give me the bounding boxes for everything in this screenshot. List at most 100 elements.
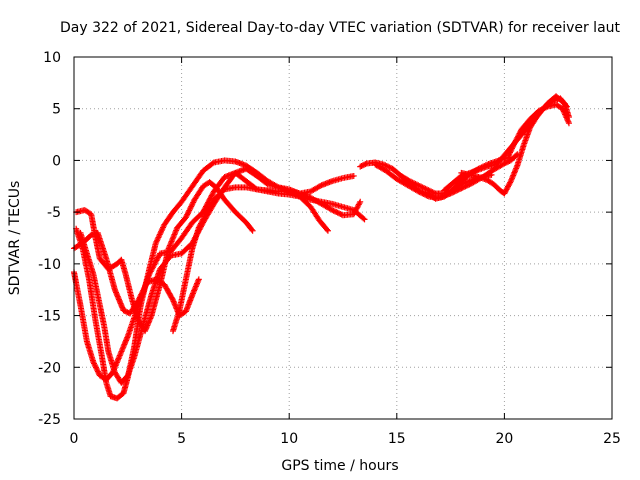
data-point xyxy=(142,283,149,290)
data-point xyxy=(188,202,195,209)
data-marks xyxy=(71,93,572,402)
data-point xyxy=(288,189,295,196)
data-point xyxy=(186,207,193,214)
x-tick-label: 0 xyxy=(70,431,79,447)
data-point xyxy=(136,295,143,302)
x-tick-label: 25 xyxy=(603,431,621,447)
data-point xyxy=(357,198,364,205)
data-point xyxy=(92,363,99,370)
data-point xyxy=(91,360,98,367)
y-tick-label: 0 xyxy=(52,153,61,169)
series-arc-f xyxy=(169,184,331,335)
data-point xyxy=(184,210,191,217)
data-point xyxy=(138,290,145,297)
data-point xyxy=(330,207,337,214)
data-point xyxy=(508,146,515,153)
data-point xyxy=(186,206,193,213)
series-arc-i xyxy=(398,171,495,202)
chart-title: Day 322 of 2021, Sidereal Day-to-day VTE… xyxy=(60,20,621,36)
data-point xyxy=(184,211,191,218)
data-point xyxy=(93,365,100,372)
data-point xyxy=(140,286,147,293)
data-point xyxy=(248,226,255,233)
data-point xyxy=(500,161,507,168)
y-tick-label: -10 xyxy=(38,257,61,273)
data-point xyxy=(286,188,293,195)
data-point xyxy=(350,172,357,179)
data-point xyxy=(188,203,195,210)
data-point xyxy=(362,161,369,168)
data-point xyxy=(209,160,216,167)
data-point xyxy=(505,152,512,159)
data-point xyxy=(506,150,513,157)
data-point xyxy=(290,190,297,197)
series-arc-l xyxy=(505,101,572,159)
y-axis-label: SDTVAR / TECUs xyxy=(7,181,23,296)
data-point xyxy=(333,209,340,216)
data-point xyxy=(323,226,330,233)
x-tick-label: 15 xyxy=(388,431,406,447)
data-point xyxy=(356,200,363,207)
data-point xyxy=(139,288,146,295)
data-point xyxy=(565,120,572,127)
data-point xyxy=(94,367,101,374)
data-point xyxy=(138,291,145,298)
data-point xyxy=(90,359,97,366)
y-tick-labels: -25 -20 -15 -10 -5 0 5 10 xyxy=(38,50,61,428)
data-point xyxy=(190,199,197,206)
y-tick-label: -25 xyxy=(38,412,61,428)
series-arc-c xyxy=(73,157,364,402)
data-point xyxy=(562,102,569,109)
data-point xyxy=(92,364,99,371)
y-tick-label: -20 xyxy=(38,360,61,376)
data-point xyxy=(508,145,515,152)
data-point xyxy=(507,148,514,155)
data-point xyxy=(137,293,144,299)
data-point xyxy=(291,191,298,198)
data-point xyxy=(292,191,299,198)
data-point xyxy=(249,227,256,234)
data-point xyxy=(95,369,102,376)
data-point xyxy=(317,183,324,190)
y-tick-label: -15 xyxy=(38,309,61,325)
x-tick-label: 10 xyxy=(280,431,298,447)
data-point xyxy=(334,209,341,216)
axis-ticks xyxy=(73,56,613,420)
data-point xyxy=(331,208,338,215)
data-point xyxy=(169,295,176,302)
data-point xyxy=(324,227,331,234)
data-point xyxy=(337,210,344,217)
data-point xyxy=(91,361,98,368)
data-point xyxy=(507,179,514,186)
data-point xyxy=(294,192,301,199)
data-point xyxy=(510,141,517,148)
data-point xyxy=(506,149,513,156)
data-point xyxy=(140,287,147,294)
data-point xyxy=(94,368,101,375)
grid-lines xyxy=(74,57,612,419)
data-point xyxy=(183,212,190,219)
data-point xyxy=(329,207,336,214)
data-point xyxy=(135,297,142,304)
y-tick-label: 10 xyxy=(43,50,61,66)
y-tick-label: 5 xyxy=(52,102,61,118)
x-tick-label: 20 xyxy=(495,431,513,447)
x-tick-labels: 0 5 10 15 20 25 xyxy=(70,431,621,447)
data-point xyxy=(511,140,518,147)
data-point xyxy=(488,171,495,178)
data-point xyxy=(510,142,517,149)
data-point xyxy=(563,103,570,110)
plot-frame xyxy=(73,56,613,420)
data-point xyxy=(360,215,367,222)
data-point xyxy=(335,210,342,217)
x-axis-label: GPS time / hours xyxy=(281,458,398,474)
data-point xyxy=(185,208,192,215)
data-point xyxy=(136,294,143,301)
y-tick-label: -5 xyxy=(47,205,61,221)
data-point xyxy=(220,187,227,194)
data-point xyxy=(287,189,294,196)
data-point xyxy=(182,214,189,221)
data-point xyxy=(195,276,202,283)
data-point xyxy=(509,144,516,151)
